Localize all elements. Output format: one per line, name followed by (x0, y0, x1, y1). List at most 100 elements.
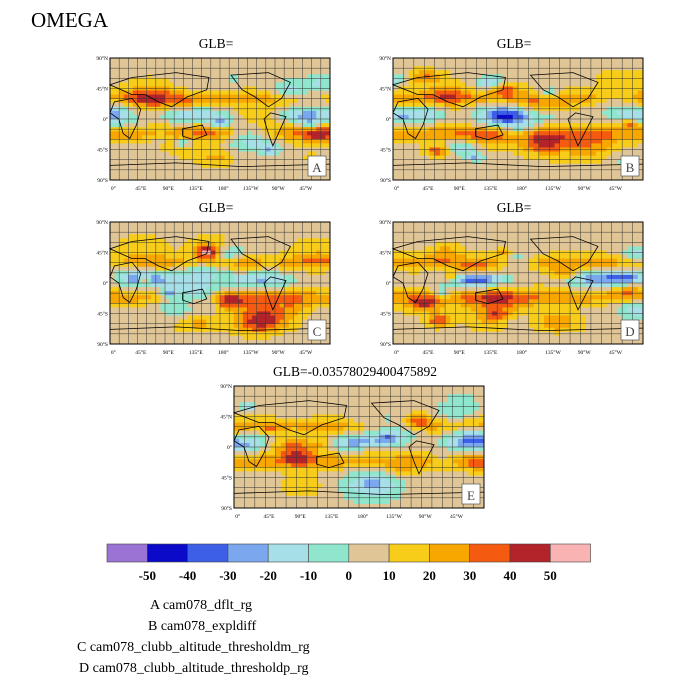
field-cell (544, 151, 550, 156)
field-cell (450, 307, 456, 312)
field-cell (302, 94, 308, 100)
field-cell (279, 234, 285, 239)
field-cell (316, 119, 322, 124)
field-cell (242, 315, 248, 320)
field-cell (155, 159, 161, 165)
field-cell (197, 102, 203, 108)
field-cell (507, 171, 514, 177)
field-cell (169, 307, 175, 312)
field-cell (455, 303, 462, 308)
field-cell (238, 98, 244, 104)
field-cell (297, 307, 303, 312)
field-cell (265, 283, 271, 288)
field-cell (424, 222, 430, 227)
field-cell (220, 226, 225, 231)
field-cell (403, 90, 410, 95)
field-cell (616, 94, 623, 100)
field-cell (146, 163, 152, 169)
field-cell (288, 295, 294, 300)
field-cell (242, 155, 248, 161)
field-cell (297, 315, 303, 320)
field-cell (293, 110, 299, 116)
field-cell (497, 119, 503, 124)
field-cell (611, 70, 618, 75)
field-cell (297, 262, 303, 268)
field-cell (393, 159, 399, 165)
field-cell (596, 78, 602, 83)
field-cell (288, 70, 294, 75)
field-cell (601, 131, 607, 136)
field-cell (439, 175, 446, 181)
field-cell (192, 58, 198, 63)
field-cell (311, 246, 317, 251)
field-cell (307, 131, 313, 136)
field-cell (110, 82, 115, 87)
field-cell (307, 94, 313, 100)
field-cell (538, 151, 545, 156)
field-cell (142, 159, 148, 165)
field-cell (183, 319, 189, 325)
field-cell (169, 246, 175, 251)
field-cell (270, 171, 276, 177)
field-cell (284, 299, 290, 304)
field-cell (233, 171, 239, 177)
field-cell (119, 135, 125, 140)
field-cell (507, 155, 514, 161)
field-cell (132, 119, 138, 124)
field-cell (206, 163, 212, 169)
field-cell (284, 226, 290, 231)
field-cell (151, 175, 157, 181)
field-cell (518, 131, 524, 136)
field-cell (518, 171, 524, 177)
field-cell (424, 319, 430, 325)
field-cell (165, 307, 170, 312)
field-cell (288, 131, 294, 136)
field-cell (210, 238, 216, 243)
field-cell (114, 98, 120, 104)
field-cell (233, 155, 239, 161)
field-cell (465, 82, 472, 87)
field-cell (311, 242, 317, 247)
field-cell (151, 246, 157, 251)
field-cell (137, 234, 143, 239)
field-cell (512, 139, 519, 144)
field-cell (160, 62, 166, 67)
field-cell (596, 163, 602, 169)
field-cell (169, 274, 175, 280)
field-cell (252, 299, 258, 304)
field-cell (596, 175, 602, 181)
field-cell (507, 119, 514, 124)
field-cell (155, 131, 161, 136)
field-cell (476, 78, 482, 83)
field-cell (256, 287, 262, 292)
field-cell (123, 307, 129, 312)
field-cell (215, 135, 221, 140)
field-cell (450, 139, 456, 144)
field-cell (288, 78, 294, 83)
field-cell (275, 131, 280, 136)
field-cell (554, 62, 561, 67)
field-cell (110, 226, 115, 231)
field-cell (502, 74, 508, 79)
field-cell (439, 327, 446, 333)
field-cell (455, 246, 462, 251)
field-cell (110, 175, 115, 181)
field-cell (533, 90, 540, 95)
field-cell (233, 94, 239, 100)
field-cell (481, 74, 488, 79)
coastline (263, 112, 287, 147)
field-cell (585, 82, 592, 87)
field-cell (637, 171, 644, 177)
field-cell (393, 226, 399, 231)
field-cell (233, 74, 239, 79)
field-cell (570, 74, 576, 79)
field-cell (311, 143, 317, 148)
field-cell (142, 335, 148, 341)
field-cell (165, 110, 170, 116)
field-cell (261, 70, 267, 75)
field-cell (580, 159, 587, 165)
field-cell (497, 175, 503, 181)
field-cell (110, 74, 115, 79)
field-cell (192, 262, 198, 268)
field-cell (293, 266, 299, 272)
